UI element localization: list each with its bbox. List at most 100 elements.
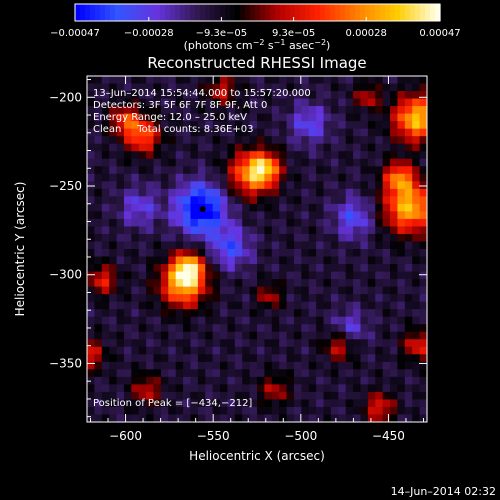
heatmap-cell [109,188,118,197]
heatmap-cell [116,181,125,190]
colorbar-segment [435,4,441,21]
heatmap-cell [146,361,155,370]
heatmap-cell [323,158,332,167]
heatmap-cell [109,151,118,160]
heatmap-cell [382,301,391,310]
heatmap-cell [279,369,288,378]
heatmap-cell [87,369,95,378]
heatmap-cell [160,203,169,212]
heatmap-cell [345,256,354,265]
colorbar-segment [205,4,211,21]
heatmap-cell [323,256,332,265]
heatmap-cell [175,316,184,325]
heatmap-cell [87,218,95,227]
heatmap-cell [190,406,199,415]
heatmap-cell [101,264,110,273]
heatmap-cell [242,143,251,152]
heatmap-cell [419,294,428,303]
heatmap-cell [353,181,361,190]
heatmap-cell [160,414,169,423]
heatmap-cell [286,414,295,423]
heatmap-cell [382,181,391,190]
heatmap-cell [131,106,140,115]
heatmap-cell [242,369,251,378]
heatmap-cell [197,264,206,273]
heatmap-cell [220,136,228,145]
heatmap-cell [153,271,162,280]
colorbar-segment [345,4,351,21]
heatmap-cell [87,339,95,348]
y-axis-label: Heliocentric Y (arcsec) [13,182,27,317]
heatmap-cell [360,384,369,393]
heatmap-cell [419,256,428,265]
heatmap-cell [397,361,406,370]
heatmap-cell [404,113,413,122]
heatmap-cell [367,151,376,160]
heatmap-cell [404,158,413,167]
heatmap-cell [353,309,361,318]
heatmap-cell [257,339,265,348]
heatmap-cell [279,226,288,235]
heatmap-cell [375,354,384,363]
heatmap-cell [264,376,273,385]
heatmap-cell [286,128,295,137]
heatmap-cell [94,286,103,295]
heatmap-cell [404,406,413,415]
y-tick-label: −300 [49,268,82,282]
heatmap-cell [183,218,191,227]
heatmap-cell [338,271,347,280]
heatmap-cell [412,256,421,265]
heatmap-cell [94,316,103,325]
heatmap-cell [138,241,147,250]
heatmap-cell [190,391,199,400]
heatmap-cell [197,249,206,258]
heatmap-cell [293,211,302,220]
heatmap-cell [271,76,280,85]
heatmap-cell [190,226,199,235]
heatmap-cell [249,203,258,212]
heatmap-cell [293,151,302,160]
heatmap-cell [116,316,125,325]
heatmap-cell [242,106,251,115]
heatmap-cell [205,256,214,265]
heatmap-cell [220,218,228,227]
heatmap-cell [360,188,369,197]
heatmap-cell [375,158,384,167]
colorbar-segment [410,4,416,21]
heatmap-cell [101,376,110,385]
colorbar-segment [265,4,271,21]
heatmap-cell [87,391,95,400]
heatmap-cell [220,309,228,318]
heatmap-cell [264,181,273,190]
heatmap-cell [94,151,103,160]
heatmap-cell [382,384,391,393]
heatmap-cell [345,128,354,137]
heatmap-cell [382,249,391,258]
heatmap-cell [234,391,243,400]
heatmap-cell [419,233,428,242]
heatmap-cell [242,151,251,160]
heatmap-cell [153,264,162,273]
heatmap-cell [308,203,317,212]
heatmap-cell [227,331,236,340]
heatmap-cell [101,226,110,235]
heatmap-cell [360,143,369,152]
heatmap-cell [367,136,376,145]
heatmap-cell [131,256,140,265]
heatmap-cell [390,256,398,265]
heatmap-cell [138,226,147,235]
heatmap-cell [234,286,243,295]
heatmap-cell [212,361,221,370]
heatmap-cell [234,128,243,137]
heatmap-cell [330,158,339,167]
heatmap-cell [286,121,295,130]
heatmap-cell [308,286,317,295]
heatmap-cell [271,316,280,325]
heatmap-cell [316,151,325,160]
colorbar-segment [100,4,106,21]
heatmap-cell [397,316,406,325]
heatmap-cell [249,241,258,250]
heatmap-cell [390,294,398,303]
heatmap-cell [301,143,310,152]
colorbar-segment [195,4,201,21]
